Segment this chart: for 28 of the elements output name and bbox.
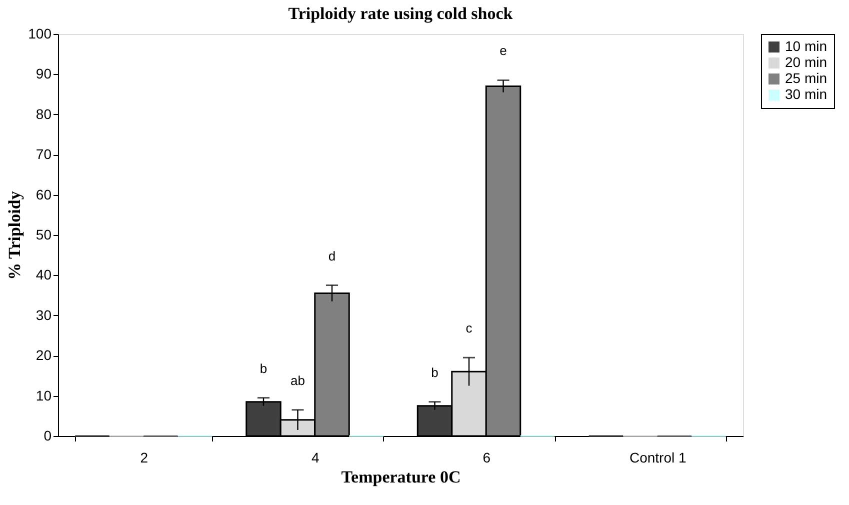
chart-title: Triploidy rate using cold shock xyxy=(288,4,514,23)
x-tick-label: 2 xyxy=(140,450,148,466)
y-tick-label: 60 xyxy=(36,186,52,202)
y-tick-label: 40 xyxy=(36,266,52,283)
annotation: d xyxy=(328,248,336,264)
legend-label: 30 min xyxy=(785,86,828,102)
y-tick-label: 80 xyxy=(36,106,52,122)
annotation: c xyxy=(466,320,473,336)
x-tick-label: 6 xyxy=(482,450,491,466)
y-tick-label: 0 xyxy=(44,428,52,444)
y-tick-label: 90 xyxy=(36,66,52,82)
legend-label: 20 min xyxy=(785,54,828,70)
y-tick-label: 10 xyxy=(36,387,52,404)
x-tick-label: 4 xyxy=(311,450,320,466)
annotation: e xyxy=(500,43,507,58)
y-tick-label: 50 xyxy=(36,226,52,242)
y-tick-label: 30 xyxy=(36,306,52,323)
y-tick-label: 20 xyxy=(36,347,52,364)
x-tick-label: Control 1 xyxy=(629,450,686,466)
y-tick-label: 70 xyxy=(36,146,52,162)
annotation: ab xyxy=(290,372,305,388)
y-tick-label: 100 xyxy=(28,26,52,42)
legend-label: 25 min xyxy=(785,70,828,86)
y-axis-title: % Triploidy xyxy=(5,190,24,280)
x-axis-title: Temperature 0C xyxy=(341,468,461,486)
legend-label: 10 min xyxy=(785,38,828,54)
annotation: b xyxy=(431,364,438,380)
annotation: b xyxy=(260,360,268,376)
